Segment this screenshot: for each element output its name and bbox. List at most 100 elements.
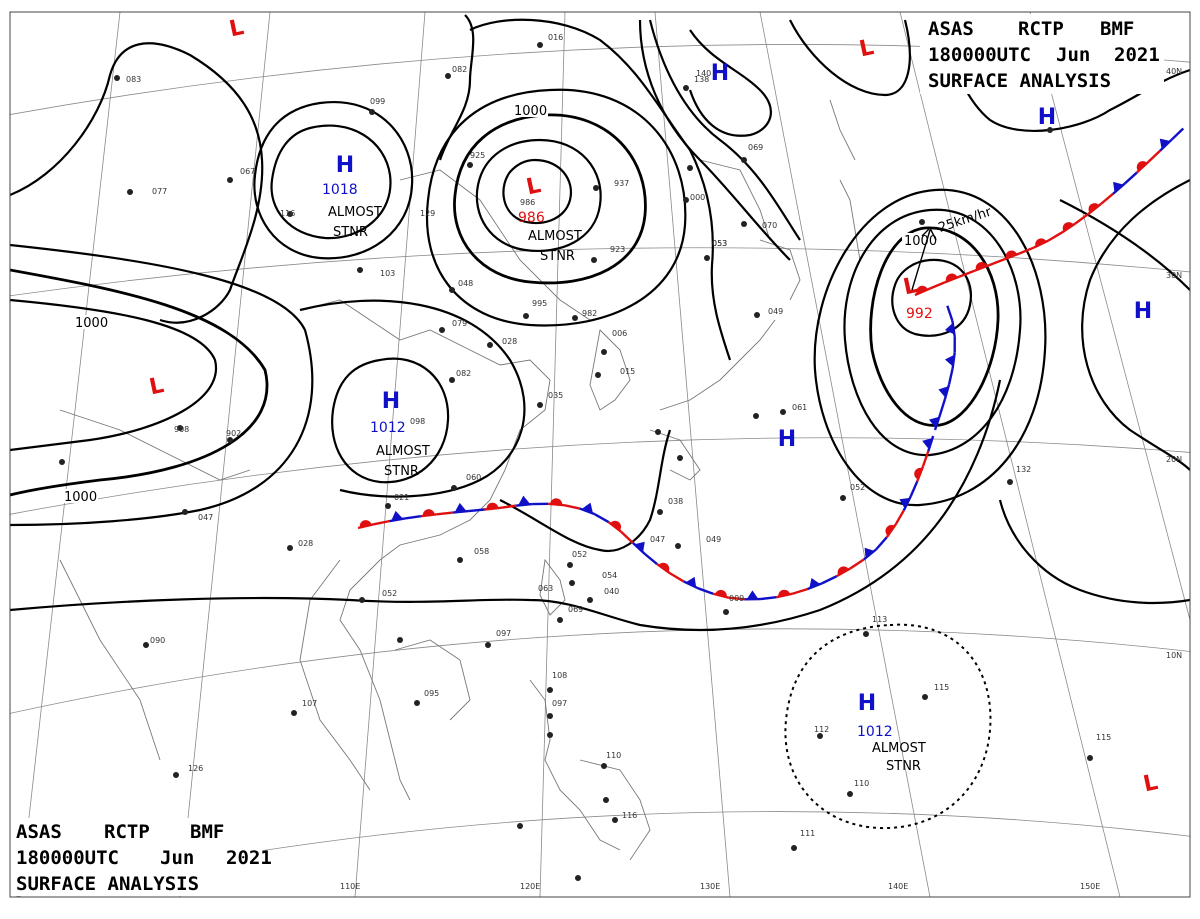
station-pressure-label: 063 xyxy=(538,584,553,593)
station-pressure-label: 052 xyxy=(572,550,587,559)
header-title: SURFACE ANALYSIS xyxy=(16,873,199,895)
station-pressure-label: 097 xyxy=(552,699,567,708)
isobar-label: 1000 xyxy=(75,316,108,331)
station-pressure-label: 116 xyxy=(280,209,295,218)
station-pressure-label: 129 xyxy=(420,209,435,218)
warm-front-segment xyxy=(1101,194,1113,204)
station-pressure-label: 099 xyxy=(370,97,385,106)
station-pressure-label: 108 xyxy=(552,671,567,680)
high-pressure-marker: H xyxy=(1038,105,1056,130)
header-source: ASAS xyxy=(928,18,974,40)
fronts-layer xyxy=(358,122,1190,599)
station-pressure-label: 054 xyxy=(602,571,617,580)
header-station: RCTP xyxy=(1018,18,1064,40)
station-pressure-label: 035 xyxy=(548,391,563,400)
station-pressure-label: 052 xyxy=(850,483,865,492)
high-pressure-marker: H xyxy=(336,153,354,178)
low-pressure-marker: L xyxy=(901,273,920,300)
central-pressure: 986 xyxy=(518,210,545,226)
stationary-front-segment xyxy=(923,451,928,466)
high-pressure-marker: H xyxy=(382,389,400,414)
stationary-front-segment xyxy=(645,554,657,564)
station-pressure-label: 058 xyxy=(474,547,489,556)
cold-front-triangle-icon xyxy=(747,590,759,599)
stationary-front-segment xyxy=(911,481,917,496)
central-pressure: 992 xyxy=(906,306,933,322)
station-markers xyxy=(59,42,1093,881)
station-pressure-label: 006 xyxy=(612,329,627,338)
high-pressure-marker: H xyxy=(858,691,876,716)
isobar-label: 1000 xyxy=(514,104,547,119)
station-pressure-label: 110 xyxy=(854,779,869,788)
cold-front-segment xyxy=(940,400,945,415)
header-time: 180000UTC xyxy=(16,847,119,869)
stationary-front-segment xyxy=(822,576,836,583)
system-note: ALMOST xyxy=(528,229,582,244)
stationary-front-segment xyxy=(698,588,713,593)
header-source: ASAS xyxy=(16,821,62,843)
header-code: BMF xyxy=(1100,18,1134,40)
station-pressure-label: 112 xyxy=(814,725,829,734)
stationary-front-segment xyxy=(595,514,609,522)
warm-front-semicircle-icon xyxy=(550,498,562,504)
cold-front-triangle-icon xyxy=(518,496,530,506)
header-station: RCTP xyxy=(104,821,150,843)
longitude-labels: 110E 120E 130E 140E 150E xyxy=(340,882,1100,891)
latitude-labels: 40N 30N 20N 10N xyxy=(1166,67,1182,660)
station-pressure-label: 069 xyxy=(568,605,583,614)
isobar-label: 1000 xyxy=(904,234,937,249)
station-pressure-label: 110 xyxy=(606,751,621,760)
stationary-front-segment xyxy=(405,516,421,518)
station-pressure-label: 107 xyxy=(302,699,317,708)
isobar-label: 1000 xyxy=(64,490,97,505)
system-note: ALMOST xyxy=(328,205,382,220)
station-pressure-label: 038 xyxy=(668,497,683,506)
station-pressure-label: 061 xyxy=(792,403,807,412)
station-pressure-label: 937 xyxy=(614,179,629,188)
header-title: SURFACE ANALYSIS xyxy=(928,70,1111,92)
warm-front-segment xyxy=(930,283,945,289)
longitude-label: 150E xyxy=(1080,882,1100,891)
warm-front-segment xyxy=(1125,173,1137,184)
header-month: Jun xyxy=(1056,44,1090,66)
header-top-right: ASAS RCTP BMF 180000UTC Jun 2021 SURFACE… xyxy=(920,14,1164,94)
header-year: 2021 xyxy=(1114,44,1160,66)
header-bottom-left: ASAS RCTP BMF 180000UTC Jun 2021 SURFACE… xyxy=(12,818,272,896)
station-pressure-label: 069 xyxy=(748,143,763,152)
cold-front-triangle-icon xyxy=(945,355,955,367)
system-note: STNR xyxy=(886,759,921,774)
station-pressure-label: 028 xyxy=(502,337,517,346)
high-pressure-marker: H xyxy=(711,61,729,86)
isobar-labels: 1000 1000 1000 1000 xyxy=(62,103,937,505)
header-code: BMF xyxy=(190,821,224,843)
station-pressure-label: 053 xyxy=(712,239,727,248)
station-pressure-label: 070 xyxy=(762,221,777,230)
station-pressure-label: 028 xyxy=(298,539,313,548)
stationary-front-segment xyxy=(896,510,904,524)
warm-front-segment xyxy=(1172,128,1184,139)
station-pressure-label: 048 xyxy=(458,279,473,288)
stationary-front-segment xyxy=(792,589,807,594)
coastlines xyxy=(60,100,860,860)
system-note: ALMOST xyxy=(376,444,430,459)
stationary-front-segment xyxy=(437,513,453,515)
latitude-label: 20N xyxy=(1166,455,1182,464)
high-pressure-marker: H xyxy=(1134,299,1152,324)
central-pressure: 1018 xyxy=(322,182,358,198)
station-pressure-label: 083 xyxy=(126,75,141,84)
station-pressure-label: 103 xyxy=(380,269,395,278)
isobars xyxy=(10,15,1190,630)
station-pressure-label: 923 xyxy=(610,245,625,254)
high-pressure-marker: H xyxy=(778,427,796,452)
station-pressure-label: 982 xyxy=(582,309,597,318)
central-pressure: 1012 xyxy=(857,724,893,740)
station-pressure-label: 000 xyxy=(690,193,705,202)
system-notes: ALMOST STNR ALMOST STNR ALMOST STNR ALMO… xyxy=(328,205,926,774)
station-pressure-label: 097 xyxy=(496,629,511,638)
station-pressure-label: 113 xyxy=(872,615,887,624)
system-note: ALMOST xyxy=(872,741,926,756)
system-note: STNR xyxy=(333,225,368,240)
